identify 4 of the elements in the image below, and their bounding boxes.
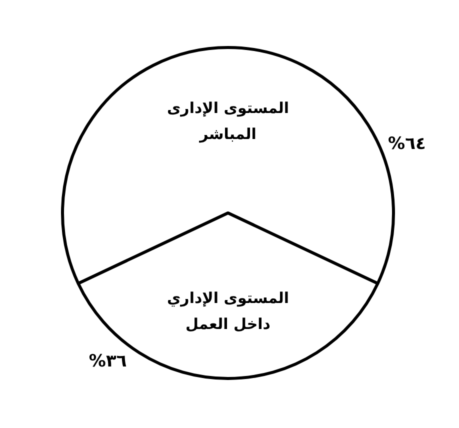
slice-label: المستوى الإداري داخل العمل bbox=[166, 289, 290, 334]
data-label: %٣٦ bbox=[88, 351, 127, 372]
data-label: %٦٤ bbox=[388, 134, 426, 154]
slice-label: المستوى الإدارى المباشر bbox=[166, 98, 290, 143]
